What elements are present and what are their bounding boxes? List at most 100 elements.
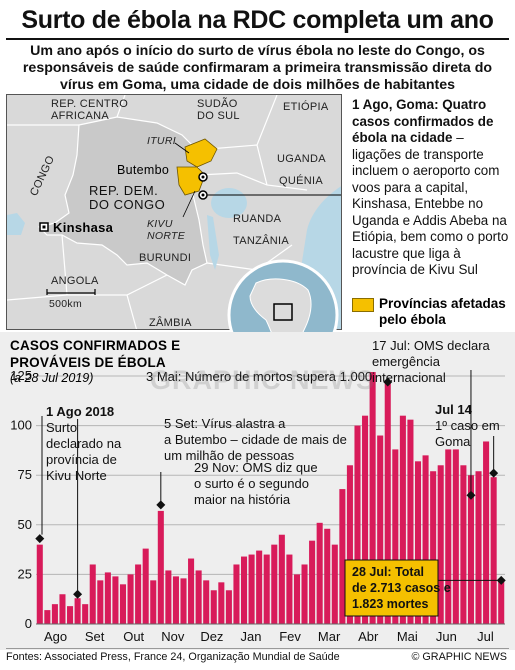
footer-credit: © GRAPHIC NEWS: [411, 651, 507, 663]
bar: [377, 435, 384, 624]
chart-subtitle: (a 28 Jul 2019): [10, 371, 94, 385]
butembo-dot: [201, 175, 205, 179]
y-tick-label: 0: [25, 616, 32, 631]
bar: [324, 528, 331, 624]
bar: [157, 510, 164, 624]
watermark: GRAPHIC NEWS: [150, 365, 376, 395]
label-drc: REP. DEM. DO CONGO: [89, 183, 166, 212]
y-tick-label: 50: [18, 517, 32, 532]
annotation-marker: [383, 377, 393, 387]
bar: [165, 570, 172, 624]
bar: [286, 554, 293, 624]
bar: [278, 534, 285, 624]
bar: [301, 564, 308, 624]
bar: [483, 441, 490, 624]
bar: [498, 580, 505, 624]
label-kinshasa: Kinshasa: [53, 220, 114, 235]
bar: [407, 419, 414, 624]
bar: [119, 584, 127, 624]
bar: [203, 580, 210, 624]
annotation-text: 3 Mai: Número de mortos supera 1.000: [146, 369, 372, 384]
label-kivu-norte: KIVU NORTE: [147, 218, 186, 242]
label-burundi: BURUNDI: [139, 252, 192, 264]
bar: [218, 582, 225, 624]
x-tick-label: Mai: [397, 629, 418, 644]
kinshasa-dot: [42, 225, 46, 229]
bar: [475, 471, 482, 624]
label-rwanda: RUANDA: [233, 213, 282, 225]
goma-note-heading: 1 Ago, Goma: Quatro casos confirmados de…: [352, 97, 494, 145]
legend-label: Províncias afetadas pelo ébola: [379, 296, 506, 327]
label-angola: ANGOLA: [51, 275, 99, 287]
chart-title: CASOS CONFIRMADOS E PROVÁVEIS DE ÉBOLA: [10, 338, 181, 370]
bar: [316, 522, 323, 624]
y-tick-label: 75: [18, 467, 32, 482]
bar: [331, 544, 338, 624]
label-scale: 500km: [49, 298, 83, 310]
bar: [248, 554, 255, 624]
bar: [309, 540, 316, 624]
bar: [293, 574, 301, 624]
y-tick-label: 125: [10, 368, 32, 383]
bar: [430, 471, 437, 624]
total-callout-text: 28 Jul: Total de 2.713 casos e 1.823 morte…: [352, 565, 451, 611]
footer-divider: [6, 648, 509, 649]
ituri-leader: [174, 142, 190, 154]
bar: [384, 381, 391, 624]
annotation-text: 29 Nov: OMS diz que o surto é o segundo ma…: [194, 460, 318, 507]
atlantic-ocean: [7, 213, 25, 235]
y-tick-label: 25: [18, 566, 32, 581]
x-tick-label: Jan: [240, 629, 261, 644]
label-tanzania: TANZÂNIA: [233, 235, 289, 247]
x-tick-label: Set: [85, 629, 105, 644]
page-title: Surto de ébola na RDC completa um ano: [21, 6, 494, 34]
bar: [97, 580, 104, 624]
bar: [362, 415, 369, 624]
ituri-province: [184, 138, 218, 168]
bar: [437, 465, 444, 624]
label-ethiopia: ETIÓPIA: [283, 101, 329, 113]
bar: [142, 548, 149, 624]
kivu-norte-province: [176, 166, 206, 196]
bar: [51, 604, 58, 624]
x-tick-label: Abr: [358, 629, 379, 644]
label-uganda: UGANDA: [277, 153, 326, 165]
bar: [82, 604, 89, 624]
bar: [59, 594, 66, 624]
x-tick-label: Fev: [279, 629, 301, 644]
bar: [112, 576, 119, 624]
bar: [399, 415, 406, 624]
kivu-leader: [182, 190, 196, 218]
footer-sources: Fontes: Associated Press, France 24, Org…: [6, 651, 340, 663]
bar: [263, 554, 270, 624]
bar: [172, 576, 179, 624]
annotation-marker: [156, 500, 166, 510]
bar: [467, 475, 474, 624]
bar: [460, 465, 467, 624]
bar: [414, 461, 422, 624]
bar: [392, 449, 399, 624]
scale-bar: [46, 289, 96, 295]
label-zambia: ZÂMBIA: [149, 317, 192, 329]
lake-tanganyika: [207, 215, 219, 270]
bar: [188, 558, 195, 624]
page-subtitle: Um ano após o início do surto de vírus é…: [22, 43, 493, 93]
bar: [135, 564, 142, 624]
bar: [74, 598, 81, 624]
cases-chart: 0 25 50 75 100 125 Ago Set Out Nov Dez Jan Fev Mar Abr…: [0, 332, 515, 650]
bar: [339, 489, 346, 624]
bar: [256, 550, 263, 624]
bar: [445, 449, 452, 624]
bar: [271, 544, 278, 624]
annotation-marker: [496, 575, 506, 585]
bar: [240, 556, 248, 624]
bar: [354, 425, 361, 624]
bar: [225, 590, 232, 624]
bar: [195, 570, 202, 624]
bar: [150, 580, 157, 624]
goma-note: 1 Ago, Goma: Quatro casos confirmados de…: [352, 97, 512, 279]
title-divider: [6, 38, 509, 40]
x-tick-label: Nov: [161, 629, 185, 644]
label-ituri: ITURI: [147, 135, 176, 147]
